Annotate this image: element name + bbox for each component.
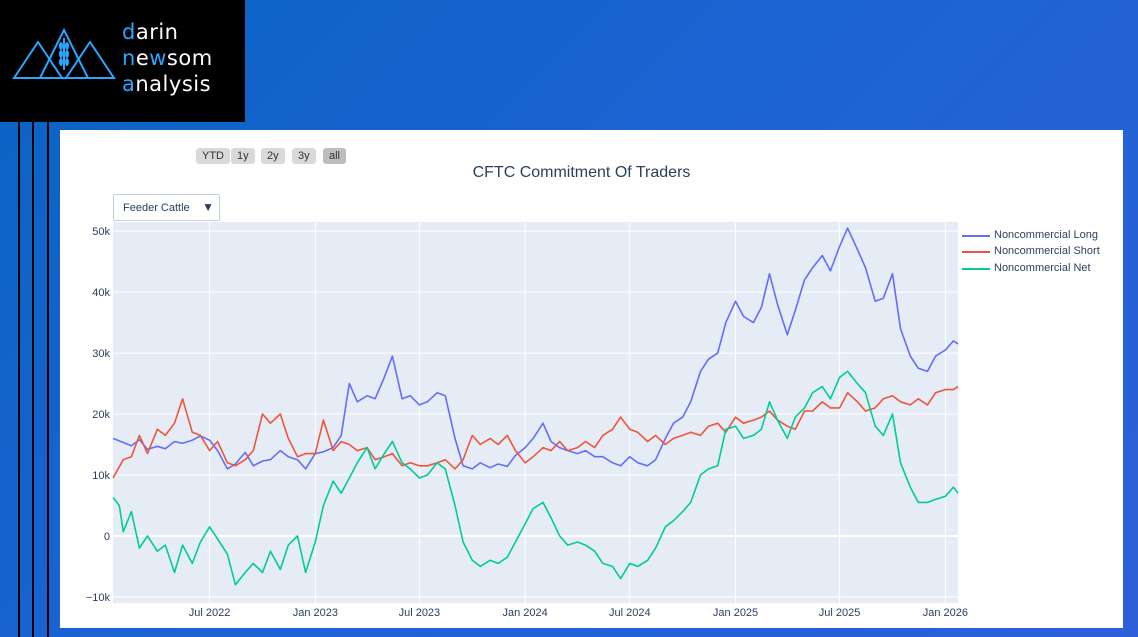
- legend-label-short: Noncommercial Short: [994, 245, 1100, 257]
- y-tick-label: −10k: [86, 592, 111, 604]
- legend-label-net: Noncommercial Net: [994, 262, 1091, 274]
- y-tick-label: 0: [104, 531, 110, 543]
- x-tick-label: Jul 2023: [399, 607, 441, 619]
- x-tick-label: Jul 2022: [189, 607, 231, 619]
- mountains-wheat-icon: [12, 27, 116, 79]
- left-stripe-1: [18, 122, 20, 637]
- legend-swatch-net: [962, 268, 990, 270]
- x-tick-label: Jul 2025: [819, 607, 861, 619]
- brand-logo: darin newsom analysis: [0, 0, 245, 122]
- series-line-net: [112, 370, 959, 586]
- chart-card: −10k 0 10k 20k 30k 40k 50k Jul 2022 Jan 2023 Jul …: [60, 130, 1123, 628]
- left-stripe-2: [32, 122, 34, 637]
- range-button-ytd[interactable]: YTD: [196, 148, 230, 164]
- legend-swatch-short: [962, 251, 990, 253]
- range-button-all[interactable]: all: [323, 148, 347, 164]
- range-button-1y[interactable]: 1y: [231, 148, 255, 164]
- x-tick-label: Jan 2024: [503, 607, 548, 619]
- plot-area: [113, 222, 958, 603]
- series-line-short: [112, 385, 959, 479]
- chart-title: CFTC Commitment Of Traders: [472, 164, 691, 181]
- chart-plot[interactable]: −10k 0 10k 20k 30k 40k 50k Jul 2022 Jan 2023 Jul …: [60, 130, 1123, 628]
- y-tick-label: 30k: [92, 348, 110, 360]
- x-tick-label: Jan 2025: [713, 607, 758, 619]
- y-tick-label: 20k: [92, 409, 110, 421]
- y-tick-label: 10k: [92, 470, 110, 482]
- logo-word-1: darin: [122, 20, 179, 44]
- dropdown-selected-value: Feeder Cattle: [123, 202, 190, 214]
- x-tick-label: Jan 2026: [923, 607, 968, 619]
- y-tick-label: 50k: [92, 226, 110, 238]
- x-tick-label: Jul 2024: [609, 607, 651, 619]
- range-button-2y[interactable]: 2y: [261, 148, 285, 164]
- y-tick-label: 40k: [92, 287, 110, 299]
- logo-word-2: newsom: [122, 46, 213, 70]
- legend-label-long: Noncommercial Long: [994, 229, 1098, 241]
- commodity-dropdown[interactable]: Feeder Cattle ▼: [113, 194, 220, 221]
- x-tick-label: Jan 2023: [293, 607, 338, 619]
- dropdown-arrow-icon: ▼: [202, 200, 214, 214]
- logo-word-3: analysis: [122, 72, 212, 96]
- left-stripe-3: [47, 122, 49, 637]
- series-line-long: [112, 227, 959, 470]
- range-button-3y[interactable]: 3y: [292, 148, 316, 164]
- legend-swatch-long: [962, 235, 990, 237]
